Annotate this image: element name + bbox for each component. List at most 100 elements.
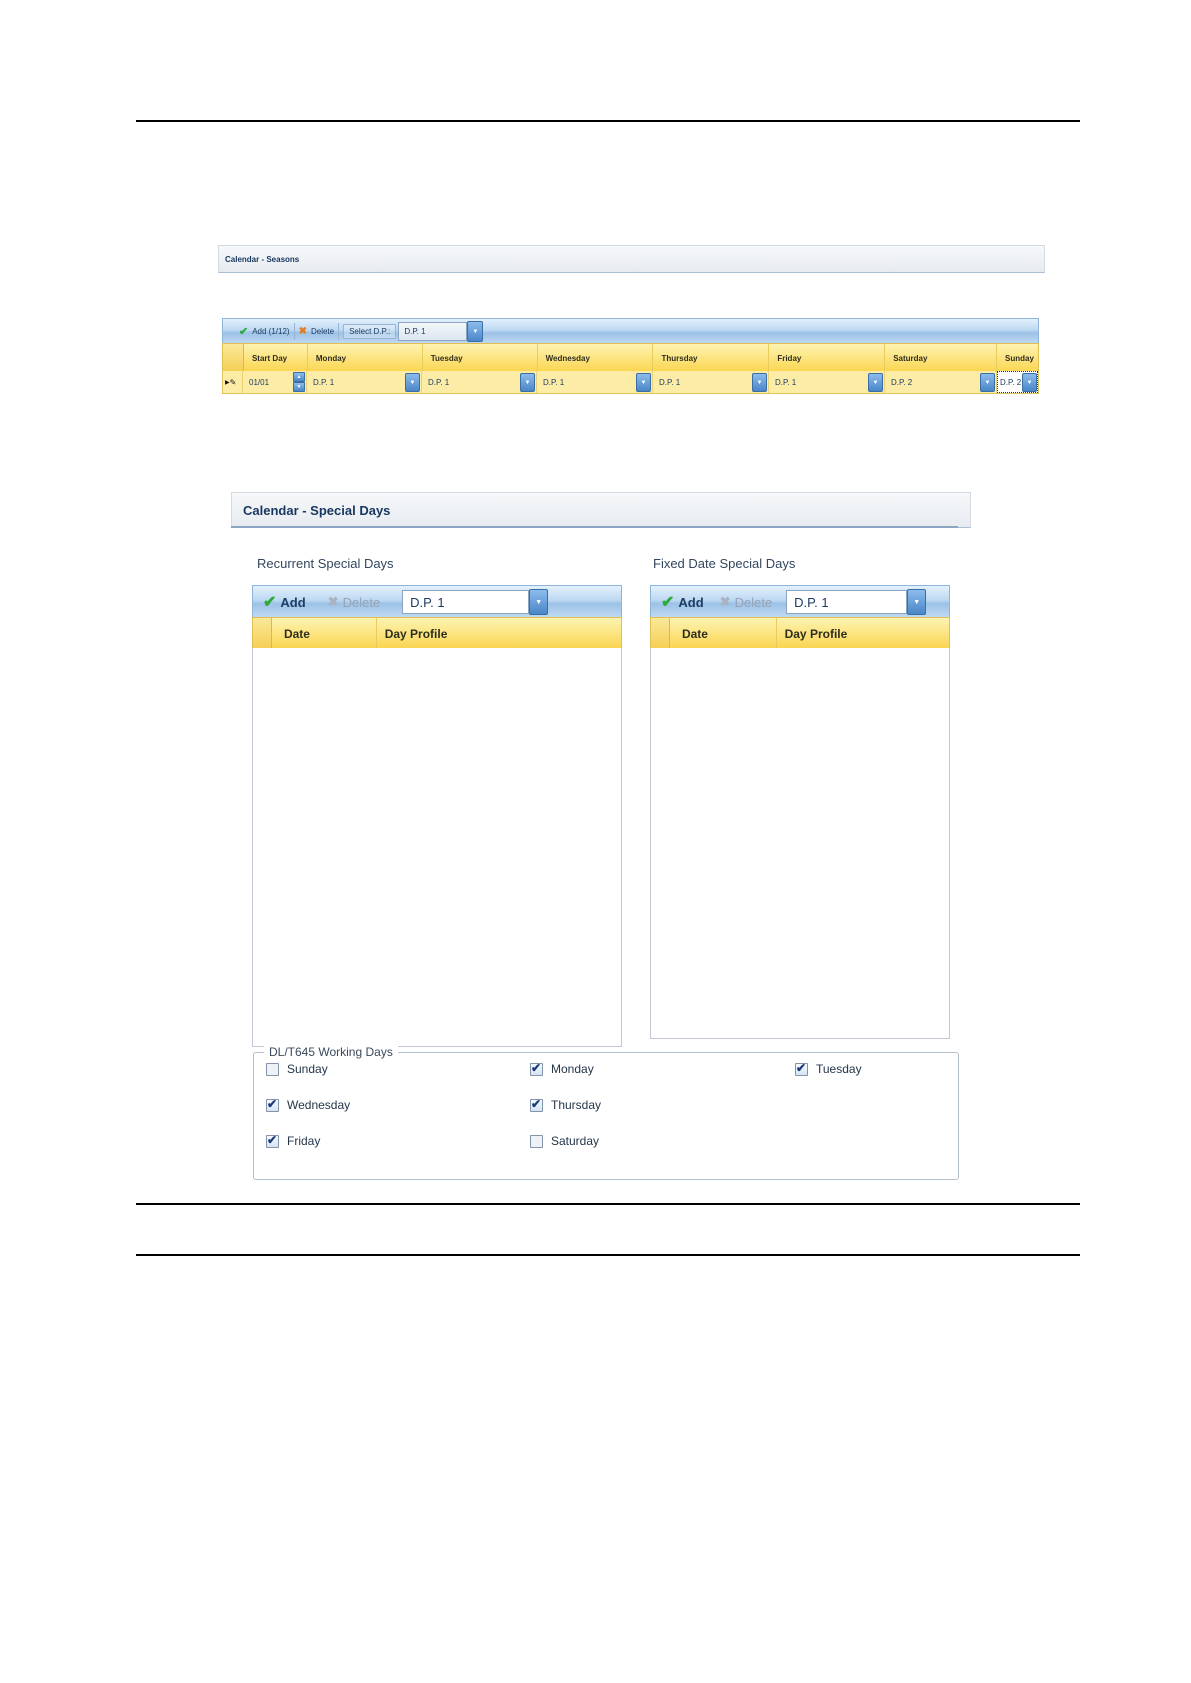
seasons-delete-label: Delete [310,327,335,336]
start-day-spinner[interactable]: ▲ ▼ [293,372,305,392]
col-tuesday[interactable]: Tuesday [423,344,538,372]
start-day-cell[interactable]: 01/01 ▲ ▼ [243,371,307,393]
wednesday-value: D.P. 1 [543,377,565,387]
fixed-dp-dropdown-arrow[interactable]: ▼ [907,589,927,615]
seasons-delete-button[interactable]: ✖ Delete [299,326,335,337]
recurrent-grid-header: Date Day Profile [252,617,622,650]
check-icon: ✔ [796,1060,807,1075]
col-start-day[interactable]: Start Day [244,344,308,372]
special-days-panel-title: Calendar - Special Days [243,502,391,518]
col-wednesday[interactable]: Wednesday [538,344,654,372]
row-edit-indicator[interactable]: ▶ ✎ [223,371,243,393]
checkbox-label: Sunday [287,1062,328,1076]
fixed-date-special-days-label: Fixed Date Special Days [653,556,796,571]
thursday-value: D.P. 1 [659,377,681,387]
recurrent-dp-value: D.P. 1 [410,594,445,610]
thursday-dropdown-arrow[interactable]: ▼ [752,373,767,392]
tuesday-cell[interactable]: D.P. 1 ▼ [422,371,537,393]
checkbox-box: ✔ [266,1097,279,1112]
checkbox-label: Tuesday [816,1062,862,1076]
recurrent-grid-body[interactable] [252,648,622,1047]
fixed-col-day-profile[interactable]: Day Profile [784,626,848,641]
seasons-toolbar: ✔ Add (1/12) ✖ Delete Select D.P.: D.P. … [222,318,1039,345]
recurrent-toolbar: ✔ Add ✖ Delete D.P. 1 ▼ [252,585,622,619]
working-days-legend: DL/T645 Working Days [264,1045,398,1059]
wednesday-cell[interactable]: D.P. 1 ▼ [537,371,653,393]
seasons-add-button[interactable]: ✔ Add (1/12) [239,325,290,338]
checkbox-tuesday[interactable]: ✔ Tuesday [795,1060,862,1076]
add-check-icon: ✔ [661,594,675,611]
delete-x-icon: ✖ [298,326,307,337]
checkbox-box: ✔ [530,1061,543,1076]
seasons-add-label: Add (1/12) [252,327,290,336]
col-friday[interactable]: Friday [769,344,886,372]
special-days-panel-titlebar: Calendar - Special Days [231,492,971,528]
row-pencil-icon: ✎ [229,377,237,387]
seasons-grid-header: Start Day Monday Tuesday Wednesday Thurs… [222,343,1039,373]
checkbox-friday[interactable]: ✔ Friday [266,1133,320,1148]
recurrent-col-day-profile[interactable]: Day Profile [384,626,448,641]
checkbox-label: Saturday [551,1134,600,1148]
fixed-delete-button[interactable]: ✖ Delete [720,594,772,610]
add-check-icon: ✔ [263,594,277,611]
wednesday-dropdown-arrow[interactable]: ▼ [636,373,651,392]
checkbox-label: Wednesday [287,1098,351,1112]
recurrent-col-date[interactable]: Date [272,618,377,649]
col-monday[interactable]: Monday [308,344,423,372]
checkbox-thursday[interactable]: ✔ Thursday [530,1097,601,1112]
delete-x-icon-disabled: ✖ [719,594,731,609]
fixed-delete-label: Delete [734,594,773,610]
checkbox-saturday[interactable]: ✔ Saturday [530,1134,599,1148]
row-selector-header [253,618,272,649]
recurrent-dp-dropdown[interactable]: D.P. 1 [402,590,530,614]
seasons-dp-dropdown[interactable]: D.P. 1 [398,322,468,341]
fixed-add-button[interactable]: ✔ Add [661,592,704,612]
recurrent-add-button[interactable]: ✔ Add [263,592,306,612]
thursday-cell[interactable]: D.P. 1 ▼ [653,371,769,393]
monday-cell[interactable]: D.P. 1 ▼ [307,371,422,393]
seasons-dp-dropdown-arrow[interactable]: ▼ [467,321,484,342]
seasons-panel-titlebar: Calendar - Seasons [218,245,1045,273]
recurrent-special-days-label: Recurrent Special Days [257,556,394,571]
sunday-dropdown-arrow[interactable]: ▼ [1022,373,1037,392]
chevron-down-icon: ▼ [535,598,543,606]
checkbox-wednesday[interactable]: ✔ Wednesday [266,1097,351,1112]
friday-value: D.P. 1 [775,377,797,387]
sunday-cell-editor[interactable]: D.P. 2 ▼ [997,371,1038,393]
tuesday-dropdown-arrow[interactable]: ▼ [520,373,535,392]
fixed-grid-body[interactable] [650,648,950,1039]
recurrent-dp-dropdown-arrow[interactable]: ▼ [529,589,549,615]
spinner-down-icon[interactable]: ▼ [293,382,305,392]
col-thursday[interactable]: Thursday [653,344,770,372]
spinner-up-icon[interactable]: ▲ [293,372,305,382]
toolbar-separator [293,322,295,341]
friday-dropdown-arrow[interactable]: ▼ [868,373,883,392]
col-saturday[interactable]: Saturday [885,344,998,372]
delete-x-icon-disabled: ✖ [327,594,339,609]
fixed-grid-header: Date Day Profile [650,617,950,650]
add-check-icon: ✔ [239,326,249,338]
saturday-cell[interactable]: D.P. 2 ▼ [885,371,997,393]
monday-dropdown-arrow[interactable]: ▼ [405,373,420,392]
col-sunday[interactable]: Sunday [1005,353,1034,363]
checkbox-box: ✔ [266,1133,279,1148]
select-dp-label-box: Select D.P.: [343,324,397,339]
chevron-down-icon: ▼ [1026,379,1033,386]
fixed-dp-value: D.P. 1 [794,594,829,610]
fixed-col-date[interactable]: Date [670,618,777,649]
friday-cell[interactable]: D.P. 1 ▼ [769,371,885,393]
row-selector-header [651,618,670,649]
select-dp-label: Select D.P.: [349,327,391,336]
bottom-divider-1 [136,1203,1080,1205]
special-days-underline [231,526,958,528]
fixed-dp-dropdown[interactable]: D.P. 1 [786,590,908,614]
checkbox-sunday[interactable]: ✔ Sunday [266,1062,328,1076]
checkbox-monday[interactable]: ✔ Monday [530,1061,594,1076]
seasons-data-row: ▶ ✎ 01/01 ▲ ▼ D.P. 1 ▼ D.P. 1 ▼ D.P. 1 ▼ … [222,371,1039,394]
recurrent-delete-button[interactable]: ✖ Delete [328,594,380,610]
chevron-down-icon: ▼ [640,379,647,386]
working-days-groupbox [253,1052,959,1180]
chevron-down-icon: ▼ [524,379,531,386]
saturday-dropdown-arrow[interactable]: ▼ [980,373,995,392]
